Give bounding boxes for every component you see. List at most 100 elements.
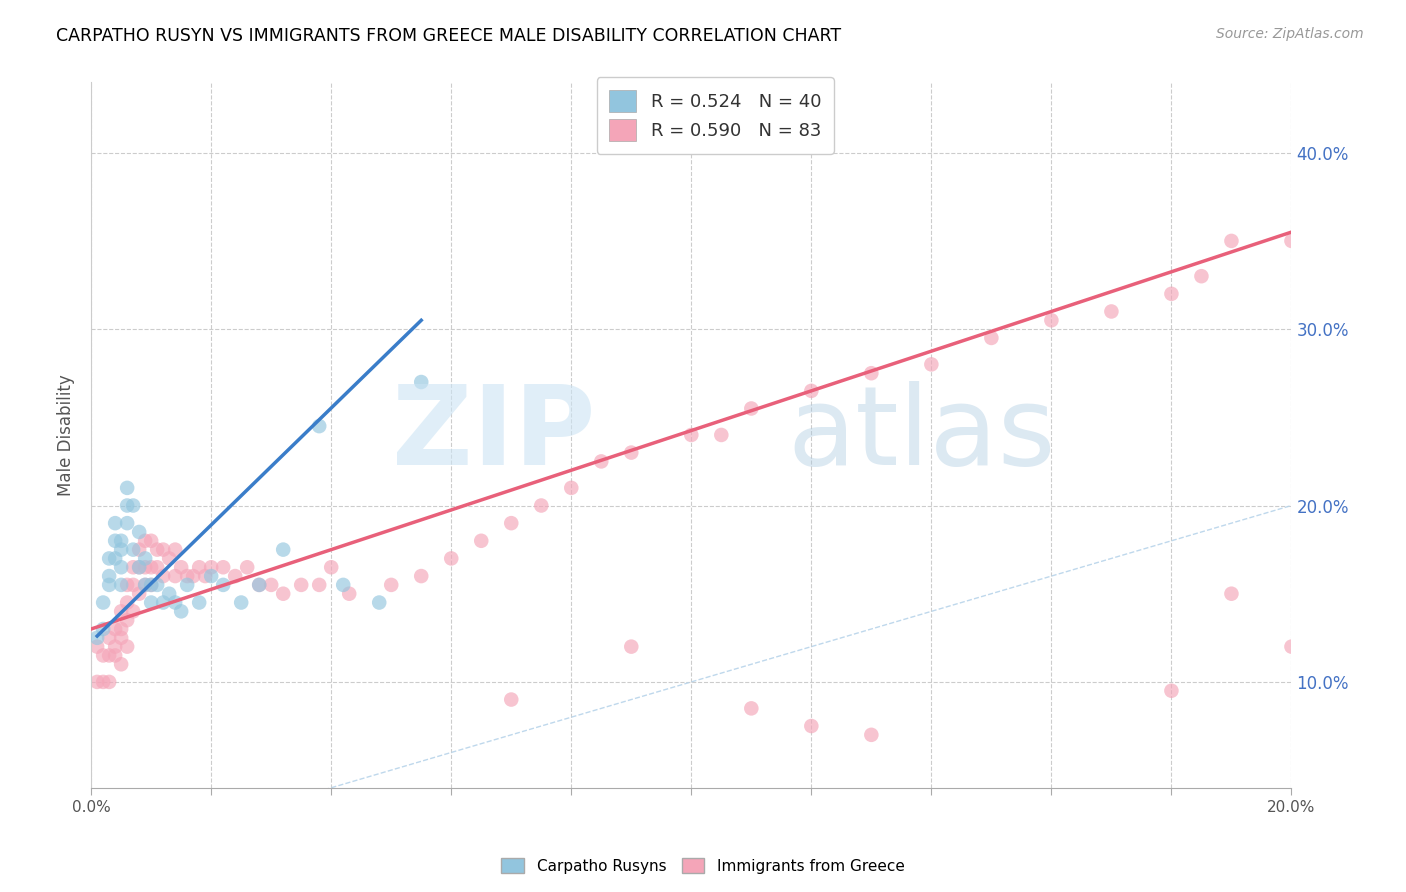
Point [122,499,145,513]
Point [200,569,222,583]
Point [188,595,211,609]
Point [86,674,108,689]
Point [530,499,553,513]
Point [1281,234,1303,248]
Point [86,631,108,645]
Point [1191,269,1213,284]
Point [146,560,169,574]
Point [247,578,270,592]
Point [165,542,187,557]
Point [165,569,187,583]
Point [104,533,127,548]
Point [141,578,163,592]
Point [860,366,883,380]
Point [128,542,150,557]
Point [1040,313,1063,327]
Point [1220,234,1243,248]
Point [332,578,354,592]
Point [501,692,523,706]
Point [1160,286,1182,301]
Point [104,516,127,530]
Point [501,516,523,530]
Point [134,533,156,548]
Point [115,595,138,609]
Point [308,419,330,434]
Text: CARPATHO RUSYN VS IMMIGRANTS FROM GREECE MALE DISABILITY CORRELATION CHART: CARPATHO RUSYN VS IMMIGRANTS FROM GREECE… [56,27,841,45]
Point [91,648,114,663]
Point [380,578,402,592]
Point [141,578,163,592]
Point [231,595,253,609]
Point [247,578,270,592]
Point [104,622,127,636]
Legend: R = 0.524   N = 40, R = 0.590   N = 83: R = 0.524 N = 40, R = 0.590 N = 83 [596,77,834,153]
Point [157,551,180,566]
Point [470,533,492,548]
Point [170,560,193,574]
Point [308,578,330,592]
Point [110,657,132,672]
Point [620,445,643,459]
Point [1160,683,1182,698]
Point [560,481,582,495]
Text: atlas: atlas [787,382,1056,489]
Point [141,533,163,548]
Point [165,595,187,609]
Point [212,578,235,592]
Point [110,533,132,548]
Point [110,560,132,574]
Point [157,587,180,601]
Point [122,560,145,574]
Point [271,587,294,601]
Point [141,560,163,574]
Point [920,358,942,372]
Point [104,648,127,663]
Point [290,578,312,592]
Point [800,384,823,398]
Point [368,595,391,609]
Point [1099,304,1122,318]
Point [146,542,169,557]
Point [800,719,823,733]
Point [86,640,108,654]
Point [110,578,132,592]
Point [128,587,150,601]
Point [115,499,138,513]
Point [91,595,114,609]
Text: ZIP: ZIP [392,382,595,489]
Point [188,560,211,574]
Point [224,569,246,583]
Point [176,569,198,583]
Legend: Carpatho Rusyns, Immigrants from Greece: Carpatho Rusyns, Immigrants from Greece [495,852,911,880]
Text: Source: ZipAtlas.com: Source: ZipAtlas.com [1216,27,1364,41]
Point [152,542,174,557]
Point [98,569,121,583]
Point [591,454,613,468]
Point [110,631,132,645]
Point [104,640,127,654]
Point [980,331,1002,345]
Point [236,560,259,574]
Point [170,604,193,618]
Point [98,674,121,689]
Point [146,578,169,592]
Point [115,613,138,627]
Point [260,578,283,592]
Point [152,569,174,583]
Point [122,542,145,557]
Point [1220,587,1243,601]
Point [115,578,138,592]
Y-axis label: Male Disability: Male Disability [58,374,75,496]
Point [134,578,156,592]
Point [115,481,138,495]
Point [181,569,204,583]
Point [128,560,150,574]
Point [104,551,127,566]
Point [1281,640,1303,654]
Point [440,551,463,566]
Point [134,578,156,592]
Point [128,560,150,574]
Point [98,551,121,566]
Point [122,604,145,618]
Point [91,622,114,636]
